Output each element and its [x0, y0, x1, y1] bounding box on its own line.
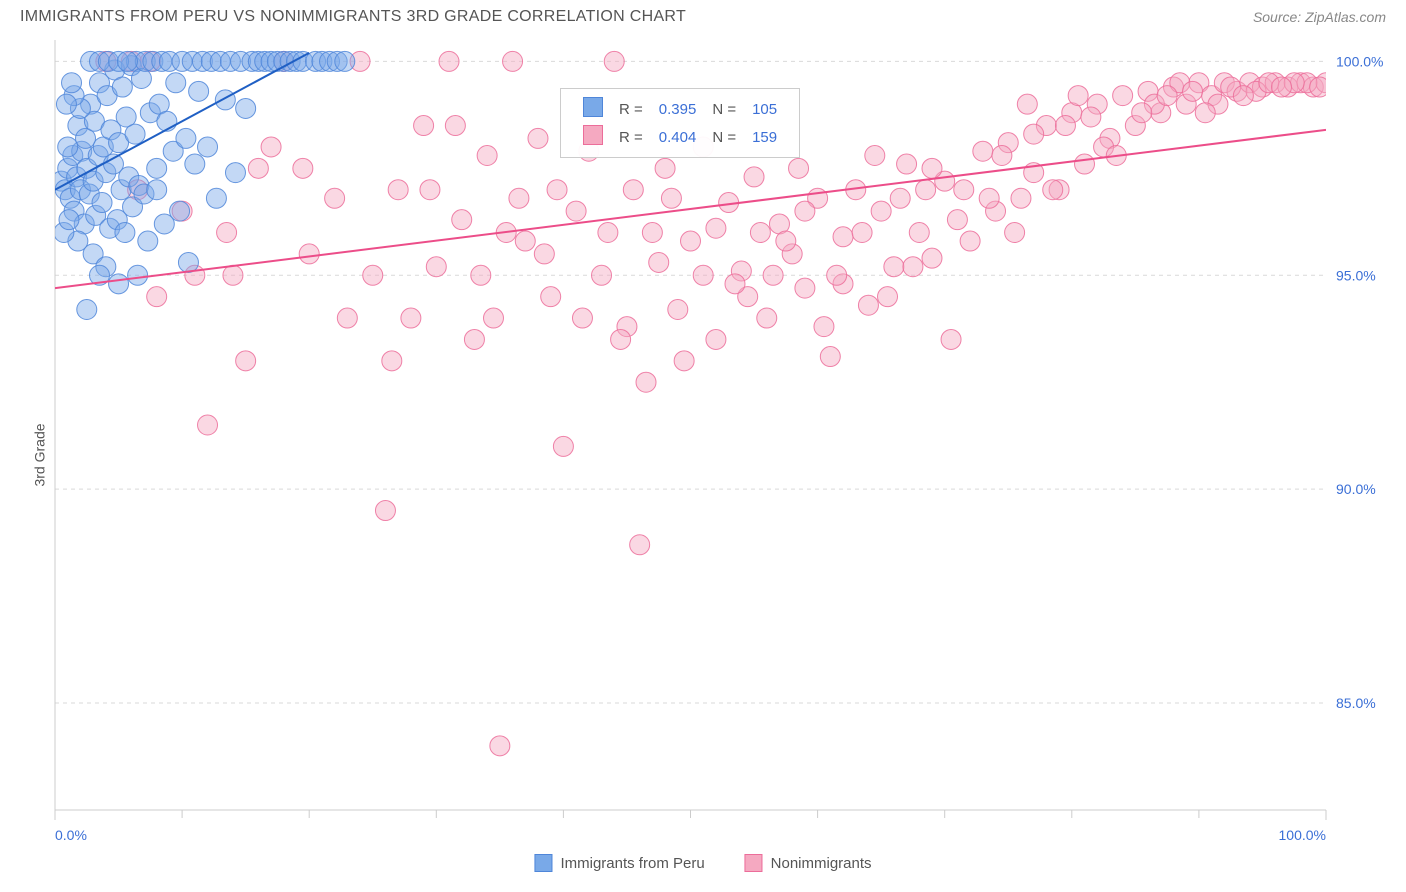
svg-text:100.0%: 100.0% [1336, 53, 1383, 69]
swatch-blue [583, 97, 603, 117]
stats-row-blue: R = 0.395 N = 105 [575, 95, 785, 123]
n-label: N = [704, 95, 744, 123]
n-value-pink: 159 [744, 123, 785, 151]
r-label: R = [611, 95, 651, 123]
chart-title: IMMIGRANTS FROM PERU VS NONIMMIGRANTS 3R… [20, 8, 686, 26]
swatch-pink [583, 125, 603, 145]
legend-swatch-pink [745, 854, 763, 872]
n-value-blue: 105 [744, 95, 785, 123]
stats-legend-box: R = 0.395 N = 105 R = 0.404 N = 159 [560, 88, 800, 158]
r-label: R = [611, 123, 651, 151]
legend-label-blue: Immigrants from Peru [560, 855, 704, 872]
stats-row-pink: R = 0.404 N = 159 [575, 123, 785, 151]
chart-source: Source: ZipAtlas.com [1253, 9, 1386, 25]
r-value-pink: 0.404 [651, 123, 705, 151]
legend-item-blue: Immigrants from Peru [534, 854, 704, 872]
legend-label-pink: Nonimmigrants [771, 855, 872, 872]
legend-swatch-blue [534, 854, 552, 872]
r-value-blue: 0.395 [651, 95, 705, 123]
legend-item-pink: Nonimmigrants [745, 854, 872, 872]
svg-text:100.0%: 100.0% [1279, 827, 1326, 843]
svg-text:85.0%: 85.0% [1336, 695, 1376, 711]
legend-bottom: Immigrants from Peru Nonimmigrants [534, 854, 871, 872]
svg-text:0.0%: 0.0% [55, 827, 87, 843]
svg-text:90.0%: 90.0% [1336, 481, 1376, 497]
chart-area: 3rd Grade ZIPatlas 85.0%90.0%95.0%100.0%… [0, 30, 1406, 880]
svg-text:95.0%: 95.0% [1336, 267, 1376, 283]
chart-header: IMMIGRANTS FROM PERU VS NONIMMIGRANTS 3R… [0, 0, 1406, 30]
n-label: N = [704, 123, 744, 151]
